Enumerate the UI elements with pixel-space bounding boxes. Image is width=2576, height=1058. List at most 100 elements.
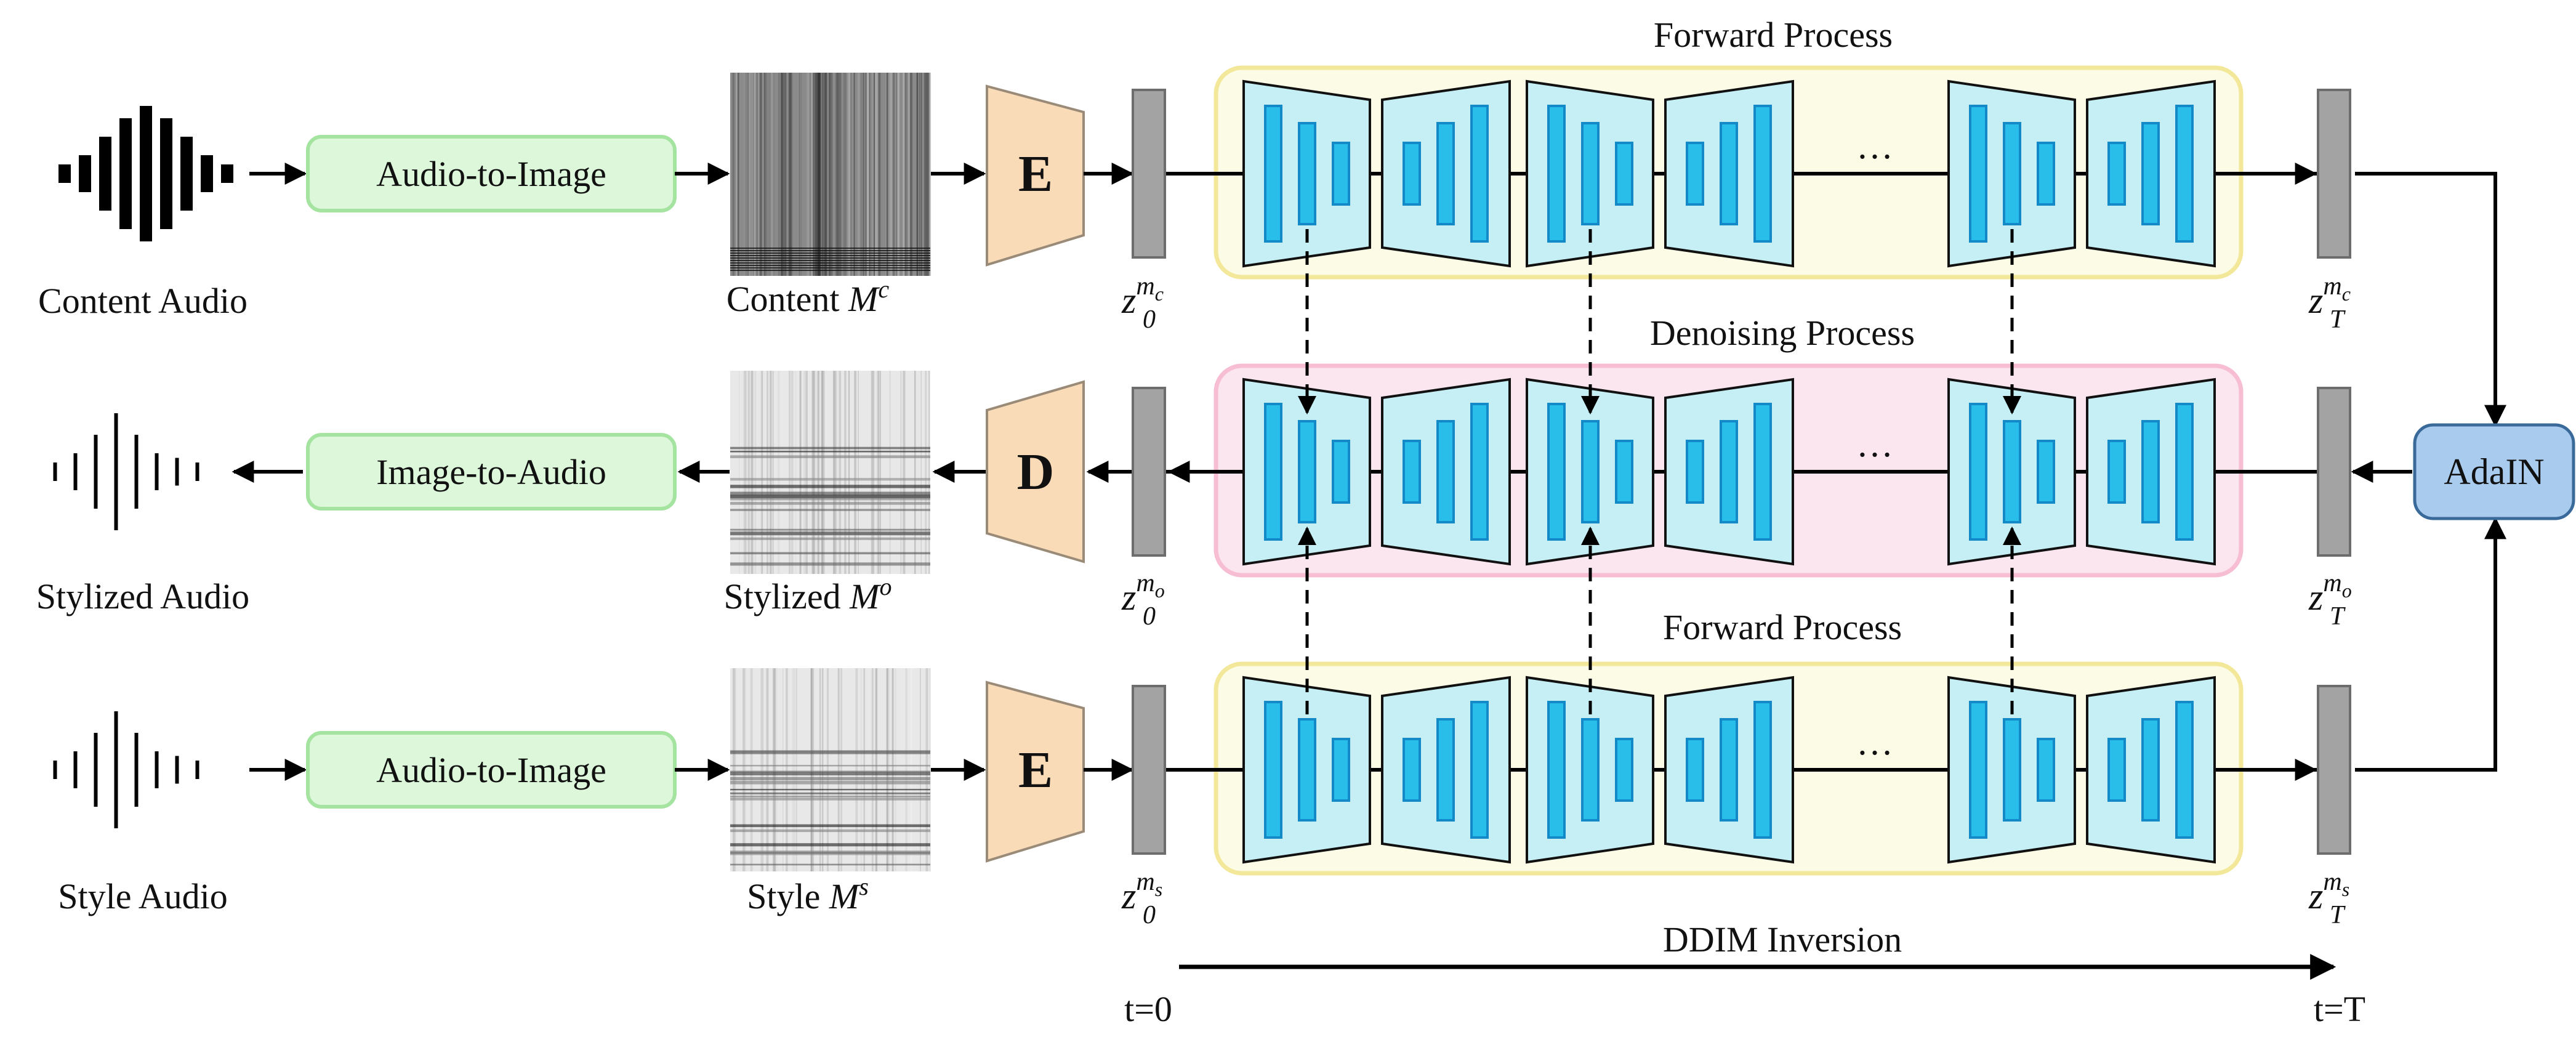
style-spectrogram-col [826,668,827,871]
content-spectrogram-col [814,73,818,276]
stylized-unet-bar [1436,420,1455,523]
content-spectrogram-col [797,73,799,276]
content-waveform-bar [221,164,233,183]
ddim-inversion-label: DDIM Inversion [1663,919,1902,959]
content-spectrogram-col [753,73,755,276]
style-spectrogram-band [730,850,930,852]
style-spectrogram-col [855,668,858,871]
style-waveform-bar [53,761,57,779]
style-unet-bar [2175,701,2194,839]
style-spectrogram-band [730,770,930,773]
style-spectrogram-col [745,668,747,871]
content-waveform-bar [160,118,172,229]
content-spectrogram-col [789,73,791,276]
style-spectrogram-col [793,668,795,871]
stylized-spectrogram-col [778,371,780,574]
content-spectrogram-band [730,265,930,266]
style-spectrogram-band [730,829,930,833]
stylized-spectrogram-bg [730,371,930,574]
stylized-unet-bar [1547,403,1566,541]
stylized-spectrogram-col [745,371,747,574]
content-spectrogram-col [904,73,907,276]
style-waveform [53,711,199,828]
content-spectrogram-band [730,260,930,261]
style-spectrogram-col [744,668,746,871]
style-audio-label: Style Audio [58,876,228,916]
stylized-unet-bar [1581,420,1600,523]
style-unet-pair-0 [1242,676,1511,864]
content-spectrogram-col [799,73,800,276]
stylized-waveform-bar [73,453,78,490]
content-latent-end [2317,89,2351,259]
content-waveform-bar [58,164,71,183]
stylized-spectrogram-col [878,371,880,574]
style-unet-bar [1969,701,1987,839]
latent-labels: zmc 0 zmc T zmo 0 zmo T zms 0 zms T [1121,272,2352,929]
content-spectrogram-col [808,73,810,276]
stylized-coder-label: D [1017,443,1055,501]
style-spectrogram-col [925,668,928,871]
style-waveform-bar [114,711,118,828]
style-spectrogram-col [811,668,815,871]
content-spectrogram-col [886,73,888,276]
stylized-spectrogram-col [761,371,763,574]
content-unet-bar [2037,142,2055,206]
content-spectrogram-col [778,73,780,276]
stylized-spectrogram-band [730,502,930,505]
stylized-spectrogram-col [815,371,817,574]
content-spectrogram-col [861,73,864,276]
stylized-waveform-bar [94,435,98,509]
content-unet-bar [1969,105,1987,243]
content-spectrogram-col [869,73,871,276]
style-spectrogram-col [766,668,769,871]
style-spectrogram-band [730,788,930,791]
style-spectrogram-col [786,668,787,871]
content-spectrogram-col [747,73,751,276]
content-ellipsis: … [1856,126,1893,166]
style-unet-pair-1 [1526,676,1794,864]
style-waveform-bar [155,751,159,788]
style-spectrogram-col [782,668,784,871]
stylized-latent-end-label: zmo T [2308,569,2352,631]
content-converter-label: Audio-to-Image [376,154,606,194]
style-spectrogram-col [837,668,840,871]
style-unet-bar [1436,718,1455,822]
content-waveform-bar [201,155,213,192]
content-unet-bar [2107,142,2126,206]
stylized-spectrogram-col [879,371,882,574]
content-spectrogram-col [877,73,879,276]
style-to-adain-connector [2355,517,2506,772]
content-unet-bar [1720,122,1738,225]
content-spectrogram-col [750,73,752,276]
style-unet-bar [2003,718,2021,822]
content-waveform-bar [140,106,152,241]
content-spectrogram-col [747,73,749,276]
stylized-spectrogram-col [821,371,823,574]
style-spectrogram-col [827,668,829,871]
stylized-spectrogram-band [730,562,930,566]
content-spectrogram-col [759,73,762,276]
stylized-latent-start [1132,387,1166,557]
style-unet-bar [2141,718,2160,822]
style-spectrogram-col [840,668,842,871]
style-spectrogram-col [752,668,754,871]
content-spectrogram-col [824,73,827,276]
t-end-label: t=T [2314,989,2365,1029]
content-spectrogram-col [908,73,909,276]
style-spectrogram-col [816,668,818,871]
content-spectrogram-col [874,73,875,276]
stylized-unet-bar [2141,420,2160,523]
content-unet-pair-1 [1526,79,1794,268]
style-spectrogram-col [749,668,752,871]
style-waveform-bar [175,756,179,784]
style-spectrogram-col [776,668,778,871]
style-unet-bar [1686,738,1704,802]
style-spectrogram-col [819,668,821,871]
stylized-unet-bar [1720,420,1738,523]
adain-box [2413,423,2575,520]
content-spectrogram-band [730,248,930,249]
stylized-spectrogram-band [730,478,930,481]
style-spectrogram-col [889,668,890,871]
content-spectrogram-col [743,73,744,276]
stylized-unet-bar [1264,403,1282,541]
